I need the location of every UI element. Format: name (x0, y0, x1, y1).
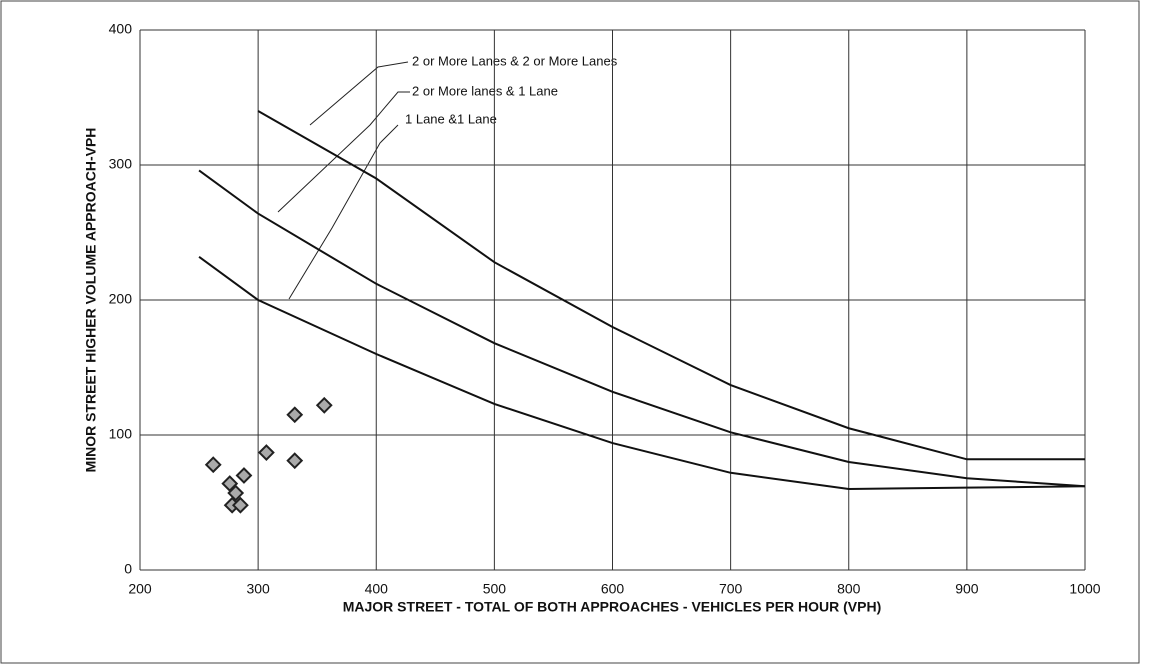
data-point (235, 467, 253, 484)
x-tick-label: 900 (955, 581, 979, 597)
x-axis-label: MAJOR STREET - TOTAL OF BOTH APPROACHES … (343, 599, 882, 615)
data-point (286, 406, 304, 424)
x-tick-label: 500 (483, 581, 507, 597)
data-point (204, 456, 222, 474)
annotation: 1 Lane &1 Lane (405, 111, 497, 126)
x-tick-label: 600 (601, 581, 625, 597)
leader-lines (277, 61, 410, 300)
y-tick-label: 300 (109, 156, 133, 172)
x-tick-label: 700 (719, 581, 743, 597)
data-point (257, 444, 275, 461)
y-tick-label: 200 (109, 291, 133, 307)
y-tick-label: 0 (124, 561, 132, 577)
x-tick-label: 200 (128, 581, 152, 597)
y-axis-label: MINOR STREET HIGHER VOLUME APPROACH-VPH (83, 128, 99, 473)
data-point (286, 452, 304, 470)
curve (198, 255, 1086, 491)
curve (198, 169, 1086, 488)
x-tick-label: 300 (246, 581, 270, 597)
annotation: 2 or More Lanes & 2 or More Lanes (412, 53, 618, 68)
data-point (227, 484, 245, 502)
y-tick-label: 100 (109, 426, 133, 442)
x-tick-label: 1000 (1069, 581, 1100, 597)
y-tick-label: 400 (109, 21, 133, 37)
data-point (231, 496, 249, 514)
data-point (315, 396, 333, 414)
x-tick-label: 400 (365, 581, 389, 597)
x-tick-label: 800 (837, 581, 861, 597)
curve (257, 110, 1085, 461)
annotation: 2 or More lanes & 1 Lane (412, 83, 558, 98)
